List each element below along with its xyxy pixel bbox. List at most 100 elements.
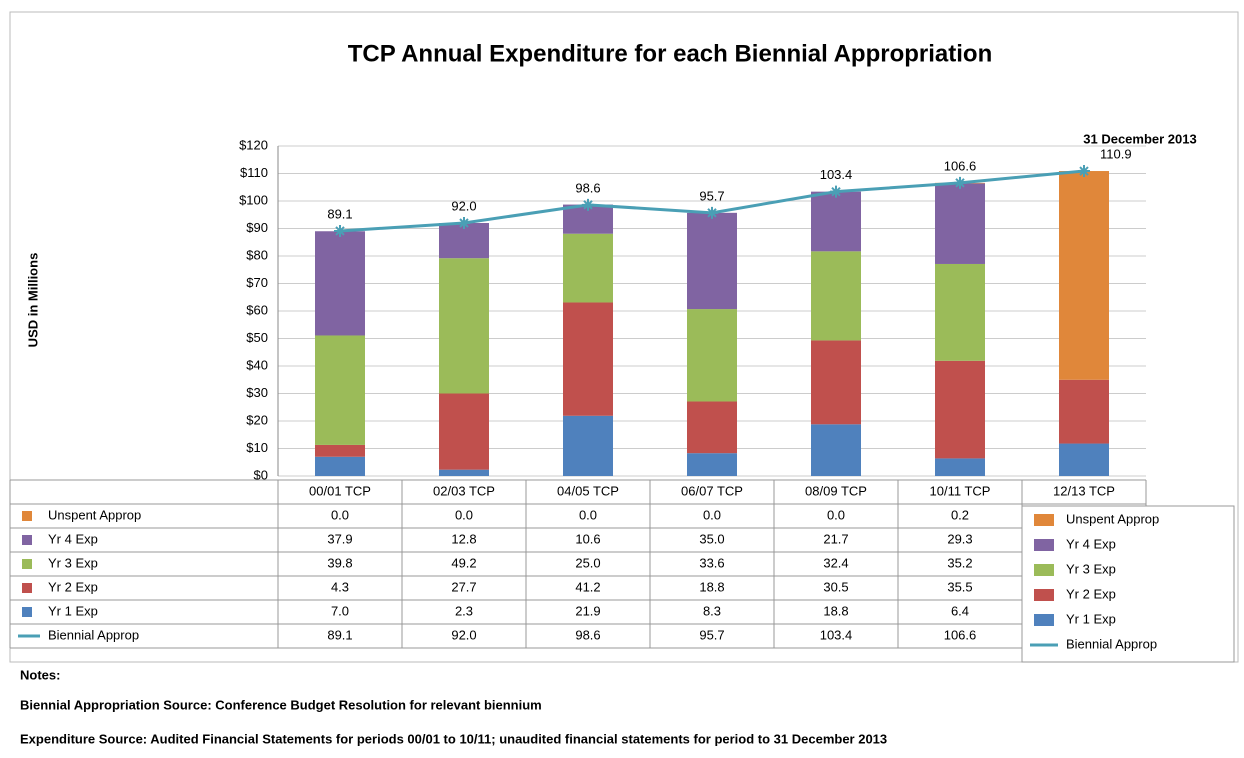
table-row-label: Yr 4 Exp — [48, 531, 98, 546]
table-cell: 10.6 — [575, 531, 600, 546]
y-tick-label: $100 — [239, 192, 268, 207]
bar-segment — [1059, 379, 1109, 444]
table-cell: 98.6 — [575, 627, 600, 642]
table-row-label: Yr 2 Exp — [48, 579, 98, 594]
legend-key — [1034, 514, 1054, 526]
table-cell: 0.0 — [455, 507, 473, 522]
legend-label: Yr 3 Exp — [1066, 561, 1116, 576]
bar-segment — [687, 401, 737, 454]
line-marker — [706, 206, 718, 219]
note: Biennial Appropriation Source: Conferenc… — [20, 697, 542, 712]
line-marker — [334, 224, 346, 237]
bar-segment — [935, 183, 985, 264]
data-label: 92.0 — [451, 198, 476, 213]
legend-box — [1021, 505, 1235, 663]
bar-segment — [315, 231, 365, 336]
table-cell: 12.8 — [451, 531, 476, 546]
table-cell: 41.2 — [575, 579, 600, 594]
table-cell: 0.2 — [951, 507, 969, 522]
table-cell: 30.5 — [823, 579, 848, 594]
table-key — [22, 607, 32, 617]
line-marker — [830, 185, 842, 198]
table-cell: 0.0 — [827, 507, 845, 522]
table-cell: 106.6 — [944, 627, 977, 642]
x-tick-label: 06/07 TCP — [681, 483, 743, 498]
table-cell: 0.0 — [579, 507, 597, 522]
bar-segment — [563, 415, 613, 476]
table-cell: 35.5 — [947, 579, 972, 594]
chart-border — [9, 11, 1239, 663]
table-cell: 7.0 — [331, 603, 349, 618]
y-tick-label: $10 — [246, 440, 268, 455]
data-label: 110.9 — [1100, 146, 1132, 161]
table-cell: 21.7 — [823, 531, 848, 546]
legend-key — [1034, 539, 1054, 551]
table-cell: 21.9 — [575, 603, 600, 618]
table-cell: 8.3 — [703, 603, 721, 618]
table-cell: 25.0 — [575, 555, 600, 570]
bar-segment — [811, 191, 861, 252]
notes-heading: Notes: — [20, 667, 60, 682]
table-cell: 39.8 — [327, 555, 352, 570]
bar-segment — [315, 456, 365, 476]
bar-segment — [935, 360, 985, 459]
table-key — [22, 559, 32, 569]
bar-segment — [811, 424, 861, 476]
table-cell: 35.0 — [699, 531, 724, 546]
table-cell: 27.7 — [451, 579, 476, 594]
bar-segment — [935, 458, 985, 476]
y-tick-label: $90 — [246, 220, 268, 235]
table-cell: 6.4 — [951, 603, 969, 618]
table-cell: 35.2 — [947, 555, 972, 570]
table-row-label: Yr 1 Exp — [48, 603, 98, 618]
table-cell: 18.8 — [699, 579, 724, 594]
bar-segment — [1059, 171, 1109, 380]
bar-segment — [439, 469, 489, 476]
bar-segment — [439, 258, 489, 394]
y-tick-label: $20 — [246, 412, 268, 427]
y-tick-label: $0 — [254, 467, 268, 482]
x-tick-label: 02/03 TCP — [433, 483, 495, 498]
chart-title: TCP Annual Expenditure for each Biennial… — [348, 40, 993, 67]
line-marker — [954, 176, 966, 189]
x-tick-label: 12/13 TCP — [1053, 483, 1115, 498]
table-cell: 103.4 — [820, 627, 853, 642]
table-cell: 89.1 — [327, 627, 352, 642]
y-axis-label: USD in Millions — [25, 253, 40, 348]
y-tick-label: $120 — [239, 137, 268, 152]
table-row-label: Yr 3 Exp — [48, 555, 98, 570]
line-marker — [582, 198, 594, 211]
table-cell: 0.0 — [331, 507, 349, 522]
bar-segment — [811, 340, 861, 425]
bar-segment — [687, 212, 737, 310]
bar-segment — [315, 444, 365, 457]
table-cell: 29.3 — [947, 531, 972, 546]
legend-label: Yr 1 Exp — [1066, 611, 1116, 626]
table-cell: 33.6 — [699, 555, 724, 570]
line-marker — [1078, 165, 1090, 178]
y-tick-label: $40 — [246, 357, 268, 372]
table-cell: 32.4 — [823, 555, 848, 570]
legend-key — [1034, 614, 1054, 626]
table-cell: 18.8 — [823, 603, 848, 618]
data-label: 98.6 — [575, 180, 600, 195]
line-marker — [458, 217, 470, 229]
bar-segment — [315, 335, 365, 445]
annotation: 31 December 2013 — [1083, 131, 1196, 146]
y-tick-label: $110 — [240, 165, 268, 180]
bar-segment — [935, 263, 985, 361]
x-tick-label: 00/01 TCP — [309, 483, 371, 498]
y-tick-label: $60 — [246, 302, 268, 317]
table-cell: 37.9 — [327, 531, 352, 546]
x-tick-label: 08/09 TCP — [805, 483, 867, 498]
table-row-label: Unspent Approp — [48, 507, 141, 522]
y-tick-label: $50 — [246, 330, 268, 345]
table-cell: 4.3 — [331, 579, 349, 594]
x-tick-label: 10/11 TCP — [930, 483, 991, 498]
legend-key — [1034, 564, 1054, 576]
data-label: 106.6 — [944, 158, 977, 173]
table-cell: 95.7 — [699, 627, 724, 642]
legend-label: Yr 2 Exp — [1066, 586, 1116, 601]
table-cell: 0.0 — [703, 507, 721, 522]
bar-segment — [687, 453, 737, 476]
